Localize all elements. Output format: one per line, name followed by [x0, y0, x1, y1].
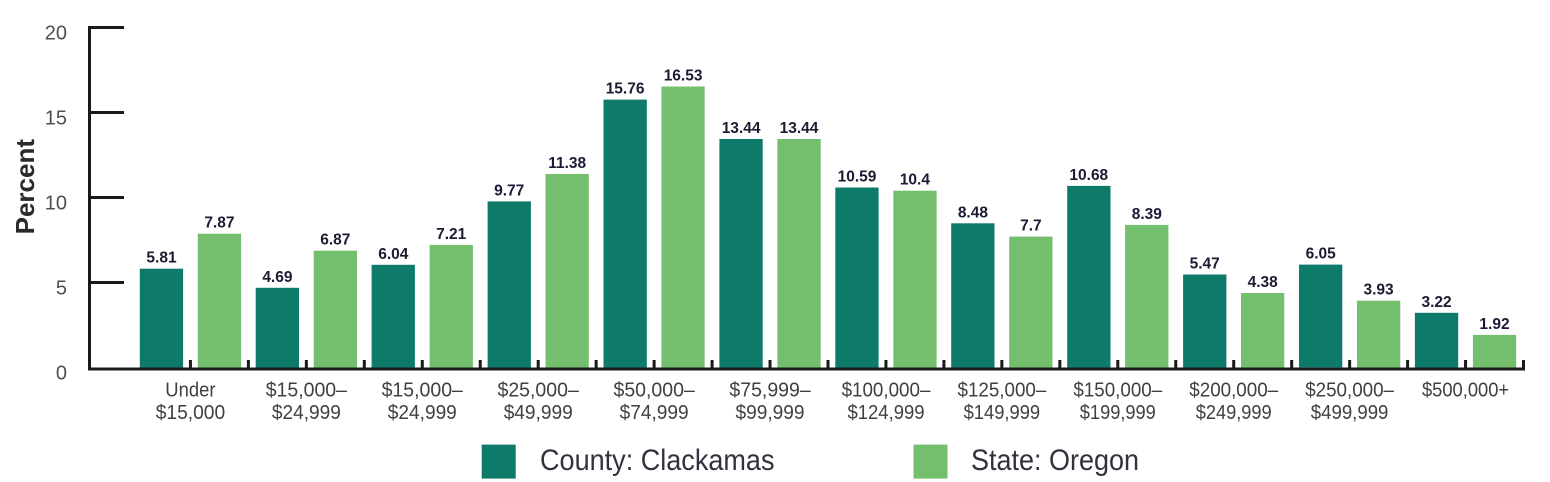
- svg-text:7.87: 7.87: [204, 215, 234, 232]
- svg-text:3.93: 3.93: [1364, 282, 1395, 299]
- svg-text:Under: Under: [165, 380, 216, 402]
- svg-text:7.7: 7.7: [1020, 218, 1042, 235]
- svg-text:20: 20: [45, 23, 67, 45]
- svg-text:$199,999: $199,999: [1080, 402, 1156, 424]
- svg-text:$499,999: $499,999: [1311, 402, 1389, 424]
- svg-text:15.76: 15.76: [606, 81, 645, 98]
- svg-text:15: 15: [45, 108, 67, 130]
- svg-text:County: Clackamas: County: Clackamas: [540, 444, 775, 477]
- svg-text:$50,000–: $50,000–: [614, 380, 696, 402]
- svg-text:6.87: 6.87: [320, 232, 350, 249]
- svg-text:8.39: 8.39: [1132, 206, 1163, 223]
- svg-text:6.04: 6.04: [378, 246, 409, 263]
- svg-text:10.59: 10.59: [838, 169, 877, 186]
- svg-text:1.92: 1.92: [1479, 316, 1509, 333]
- svg-text:16.53: 16.53: [664, 68, 703, 85]
- svg-text:13.44: 13.44: [722, 120, 761, 137]
- svg-text:$99,999: $99,999: [736, 402, 805, 424]
- svg-text:$149,999: $149,999: [964, 402, 1041, 424]
- svg-text:10: 10: [45, 193, 67, 215]
- svg-text:$125,000–: $125,000–: [958, 380, 1048, 402]
- svg-text:5: 5: [56, 278, 67, 300]
- svg-text:8.48: 8.48: [958, 204, 989, 221]
- svg-text:State: Oregon: State: Oregon: [971, 444, 1139, 477]
- svg-text:$24,999: $24,999: [272, 402, 341, 424]
- svg-text:6.05: 6.05: [1306, 246, 1337, 263]
- svg-text:$500,000+: $500,000+: [1422, 380, 1509, 402]
- svg-text:$15,000–: $15,000–: [266, 380, 348, 402]
- svg-text:$15,000: $15,000: [156, 402, 226, 424]
- svg-text:$24,999: $24,999: [388, 402, 457, 424]
- svg-text:$124,999: $124,999: [848, 402, 925, 424]
- svg-text:$25,000–: $25,000–: [498, 380, 580, 402]
- svg-text:$150,000–: $150,000–: [1073, 380, 1163, 402]
- svg-text:4.38: 4.38: [1248, 274, 1279, 291]
- svg-text:5.81: 5.81: [146, 250, 177, 267]
- svg-text:$49,999: $49,999: [504, 402, 573, 424]
- svg-text:$75,999–: $75,999–: [729, 380, 811, 402]
- svg-text:5.47: 5.47: [1190, 256, 1220, 273]
- svg-text:$249,999: $249,999: [1196, 402, 1272, 424]
- svg-text:11.38: 11.38: [548, 155, 586, 172]
- svg-text:9.77: 9.77: [494, 182, 524, 199]
- svg-text:$200,000–: $200,000–: [1189, 380, 1279, 402]
- svg-text:10.4: 10.4: [900, 172, 931, 189]
- svg-text:$100,000–: $100,000–: [842, 380, 932, 402]
- svg-text:Percent: Percent: [10, 139, 40, 235]
- svg-text:$250,000–: $250,000–: [1305, 380, 1395, 402]
- svg-text:3.22: 3.22: [1422, 294, 1452, 311]
- svg-text:13.44: 13.44: [780, 120, 819, 137]
- svg-text:0: 0: [56, 363, 67, 385]
- svg-text:7.21: 7.21: [436, 226, 467, 243]
- svg-text:$15,000–: $15,000–: [382, 380, 464, 402]
- svg-text:4.69: 4.69: [262, 269, 293, 286]
- svg-text:$74,999: $74,999: [620, 402, 689, 424]
- svg-text:10.68: 10.68: [1069, 167, 1108, 184]
